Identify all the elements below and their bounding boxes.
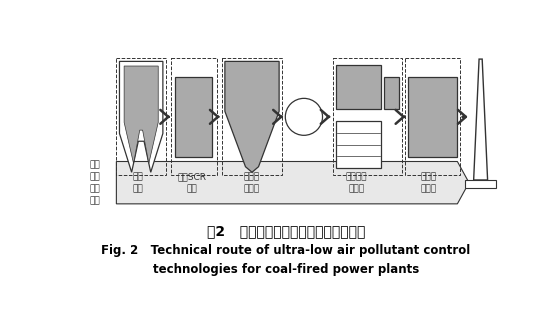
- Bar: [384, 77, 399, 109]
- Polygon shape: [116, 161, 469, 204]
- Bar: [408, 77, 457, 157]
- Text: Fig. 2   Technical route of ultra-low air pollutant control: Fig. 2 Technical route of ultra-low air …: [102, 244, 471, 257]
- Text: 图2   燃煤烟气污染物超低排放技术路线: 图2 燃煤烟气污染物超低排放技术路线: [207, 224, 365, 238]
- Text: 单塔双循
环脱硫: 单塔双循 环脱硫: [346, 172, 367, 193]
- Bar: [336, 121, 381, 168]
- Bar: [465, 180, 496, 188]
- Bar: [336, 65, 381, 109]
- Text: 精细SCR
脱硝: 精细SCR 脱硝: [178, 172, 207, 193]
- Circle shape: [285, 98, 323, 135]
- Polygon shape: [120, 61, 163, 172]
- Text: 低氮
燃烧: 低氮 燃烧: [132, 172, 144, 193]
- Bar: [176, 77, 212, 157]
- Text: 超低
排放
治理
单元: 超低 排放 治理 单元: [89, 160, 100, 205]
- Text: technologies for coal-fired power plants: technologies for coal-fired power plants: [153, 263, 419, 276]
- Polygon shape: [473, 59, 487, 180]
- Text: 湿式深
度净化: 湿式深 度净化: [420, 172, 437, 193]
- Polygon shape: [124, 66, 158, 163]
- Polygon shape: [225, 61, 279, 172]
- Text: 低低温
电除尘: 低低温 电除尘: [243, 172, 259, 193]
